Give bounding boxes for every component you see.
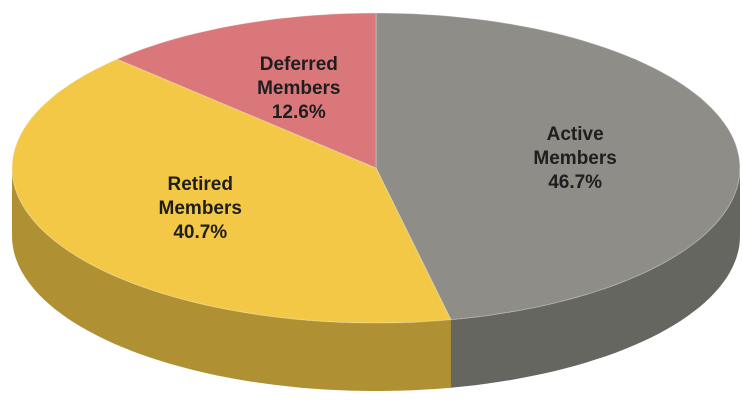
- slice: [375, 12, 741, 321]
- category-label: Active Members: [533, 124, 617, 170]
- slice-label: Deferred Members 12.6%: [249, 53, 349, 125]
- slice-label: Retired Members 40.7%: [150, 173, 250, 245]
- value-label: 40.7%: [173, 221, 228, 243]
- slice: [11, 58, 452, 324]
- value-label: 12.6%: [271, 102, 326, 124]
- slice-side: [12, 168, 451, 391]
- category-label: Retired Members: [158, 173, 242, 219]
- value-label: 46.7%: [548, 172, 603, 194]
- slice-side: [450, 168, 740, 388]
- slice: [115, 12, 377, 169]
- category-label: Deferred Members: [257, 54, 341, 100]
- slice-label: Active Members 46.7%: [525, 123, 625, 195]
